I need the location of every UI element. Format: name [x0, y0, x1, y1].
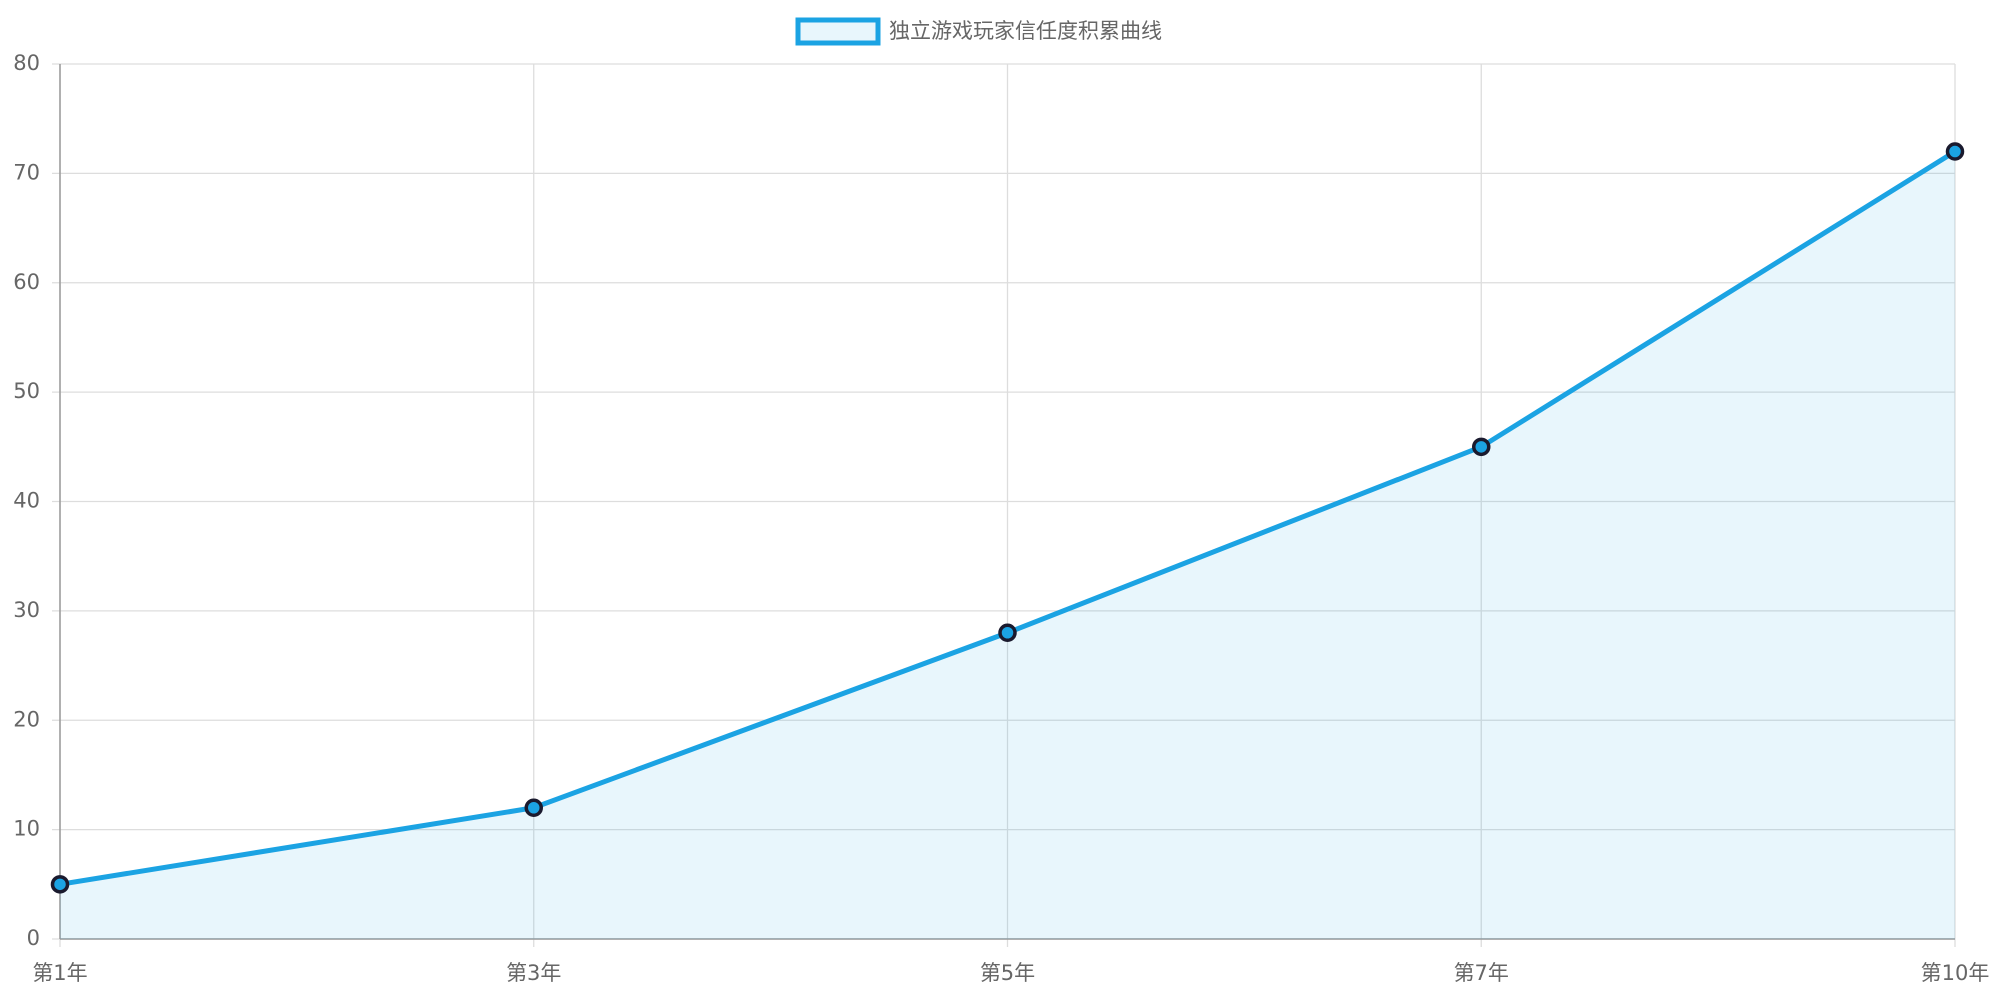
legend-swatch — [795, 17, 881, 46]
x-tick-label: 第3年 — [506, 961, 561, 985]
x-tick-label: 第5年 — [980, 961, 1035, 985]
point — [524, 798, 543, 817]
legend-label: 独立游戏玩家信任度积累曲线 — [889, 19, 1162, 43]
y-tick-label: 0 — [27, 926, 40, 950]
point — [1472, 437, 1491, 457]
y-tick-label: 60 — [13, 270, 40, 294]
x-tick-label: 第7年 — [1454, 961, 1509, 985]
point — [1945, 142, 1965, 161]
y-tick-label: 50 — [13, 379, 40, 403]
point — [998, 623, 1017, 642]
x-tick-label: 第10年 — [1921, 961, 1990, 985]
y-tick-label: 40 — [13, 489, 40, 513]
y-tick-label: 20 — [13, 707, 40, 731]
y-tick-label: 70 — [13, 160, 40, 184]
y-tick-label: 10 — [13, 817, 40, 841]
x-tick-label: 第1年 — [32, 961, 87, 985]
y-tick-label: 80 — [13, 51, 40, 75]
y-tick-label: 30 — [13, 598, 40, 622]
point — [50, 875, 70, 894]
area — [60, 151, 1955, 939]
